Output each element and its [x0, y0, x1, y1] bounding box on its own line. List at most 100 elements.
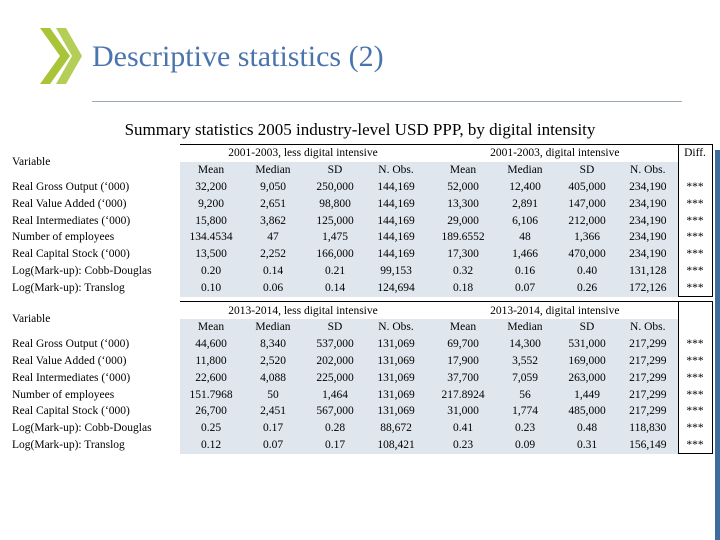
cell-less-digital: 0.10	[180, 279, 242, 297]
cell-digital: 0.16	[494, 262, 556, 280]
cell-less-digital: 2,451	[242, 402, 304, 420]
cell-less-digital: 4,088	[242, 369, 304, 387]
column-label: Median	[494, 318, 556, 336]
cell-less-digital: 9,050	[242, 178, 304, 196]
cell-less-digital: 2,651	[242, 195, 304, 213]
cell-diff: ***	[677, 245, 713, 263]
cell-less-digital: 0.17	[242, 419, 304, 437]
cell-digital: 217,299	[618, 386, 678, 403]
column-label: Mean	[180, 318, 242, 336]
variable-name: Real Gross Output (‘000)	[12, 338, 130, 351]
cell-digital: 17,900	[432, 352, 494, 370]
variable-name: Log(Mark-up): Translog	[12, 439, 125, 452]
cell-less-digital: 144,169	[366, 178, 426, 196]
cell-digital: 212,000	[556, 212, 618, 229]
cell-digital: 217,299	[618, 369, 678, 387]
variable-name: Log(Mark-up): Cobb-Douglas	[12, 422, 152, 435]
cell-diff: ***	[677, 335, 713, 353]
cell-less-digital: 1,464	[304, 386, 366, 403]
cell-digital: 217.8924	[432, 386, 494, 403]
column-label: SD	[556, 161, 618, 179]
summary-statistics-table: Variable 2001-2003, less digital intensiv…	[10, 143, 713, 455]
title-divider	[92, 101, 682, 102]
cell-digital: 1,774	[494, 402, 556, 420]
column-label: N. Obs.	[366, 318, 426, 336]
cell-less-digital: 98,800	[304, 195, 366, 213]
group-header-digital: 2013-2014, digital intensive	[432, 301, 678, 319]
cell-less-digital: 47	[242, 228, 304, 246]
variable-name: Real Gross Output (‘000)	[12, 180, 130, 193]
cell-digital: 37,700	[432, 369, 494, 387]
cell-digital: 263,000	[556, 369, 618, 387]
cell-less-digital: 50	[242, 386, 304, 403]
cell-less-digital: 567,000	[304, 402, 366, 420]
variable-name: Real Value Added (‘000)	[12, 197, 127, 210]
table-row: Real Gross Output (‘000) 32,200 9,050 250,0…	[10, 178, 713, 196]
diff-header: Diff.	[677, 143, 713, 162]
cell-less-digital: 144,169	[366, 245, 426, 263]
column-label: Median	[494, 161, 556, 179]
cell-digital: 172,126	[618, 279, 678, 297]
cell-less-digital: 131,069	[366, 335, 426, 353]
cell-digital: 234,190	[618, 195, 678, 213]
table-row: Real Intermediates (‘000) 22,600 4,088 225,…	[10, 369, 713, 387]
cell-digital: 118,830	[618, 419, 678, 437]
cell-diff: ***	[677, 369, 713, 387]
cell-less-digital: 125,000	[304, 212, 366, 229]
cell-digital: 0.26	[556, 279, 618, 297]
variable-name: Log(Mark-up): Cobb-Douglas	[12, 264, 152, 277]
cell-digital: 189.6552	[432, 228, 494, 246]
cell-less-digital: 131,069	[366, 402, 426, 420]
diff-header	[677, 301, 713, 319]
cell-digital: 6,106	[494, 212, 556, 229]
cell-less-digital: 0.06	[242, 279, 304, 297]
cell-diff: ***	[677, 178, 713, 196]
cell-less-digital: 151.7968	[180, 386, 242, 403]
cell-diff: ***	[677, 352, 713, 370]
cell-digital: 1,366	[556, 228, 618, 246]
cell-digital: 56	[494, 386, 556, 403]
table-row: Real Capital Stock (‘000) 26,700 2,451 567,…	[10, 402, 713, 420]
table-row: Number of employees 151.7968 50 1,464 131,06…	[10, 386, 713, 403]
cell-digital: 1,466	[494, 245, 556, 263]
group-header-digital: 2001-2003, digital intensive	[432, 143, 678, 162]
variable-name: Real Capital Stock (‘000)	[12, 405, 130, 418]
group-header-row: Variable 2001-2003, less digital intensiv…	[10, 143, 713, 168]
cell-digital: 234,190	[618, 228, 678, 246]
oecd-logo-icon	[40, 28, 82, 84]
cell-less-digital: 166,000	[304, 245, 366, 263]
column-label: N. Obs.	[618, 161, 678, 179]
cell-diff: ***	[677, 262, 713, 280]
variable-name: Real Intermediates (‘000)	[12, 371, 131, 384]
cell-digital: 0.40	[556, 262, 618, 280]
cell-digital: 0.18	[432, 279, 494, 297]
variable-header: Variable	[12, 312, 51, 325]
cell-digital: 48	[494, 228, 556, 246]
cell-less-digital: 22,600	[180, 369, 242, 387]
cell-digital: 69,700	[432, 335, 494, 353]
cell-digital: 1,449	[556, 386, 618, 403]
table-row: Real Capital Stock (‘000) 13,500 2,252 166,…	[10, 245, 713, 263]
cell-less-digital: 9,200	[180, 195, 242, 213]
cell-less-digital: 0.28	[304, 419, 366, 437]
cell-digital: 17,300	[432, 245, 494, 263]
column-label: SD	[556, 318, 618, 336]
cell-digital: 531,000	[556, 335, 618, 353]
cell-less-digital: 537,000	[304, 335, 366, 353]
accent-bar	[715, 150, 720, 540]
cell-less-digital: 108,421	[366, 436, 426, 454]
cell-less-digital: 0.07	[242, 436, 304, 454]
cell-digital: 0.31	[556, 436, 618, 454]
cell-less-digital: 15,800	[180, 212, 242, 229]
cell-less-digital: 0.21	[304, 262, 366, 280]
table-row: Real Value Added (‘000) 11,800 2,520 202,00…	[10, 352, 713, 370]
table-row: Real Gross Output (‘000) 44,600 8,340 537,0…	[10, 335, 713, 353]
cell-less-digital: 144,169	[366, 228, 426, 246]
cell-diff: ***	[677, 402, 713, 420]
cell-digital: 0.48	[556, 419, 618, 437]
cell-less-digital: 225,000	[304, 369, 366, 387]
variable-name: Number of employees	[12, 388, 115, 401]
cell-digital: 52,000	[432, 178, 494, 196]
group-header-less-digital: 2013-2014, less digital intensive	[180, 301, 426, 319]
cell-digital: 405,000	[556, 178, 618, 196]
